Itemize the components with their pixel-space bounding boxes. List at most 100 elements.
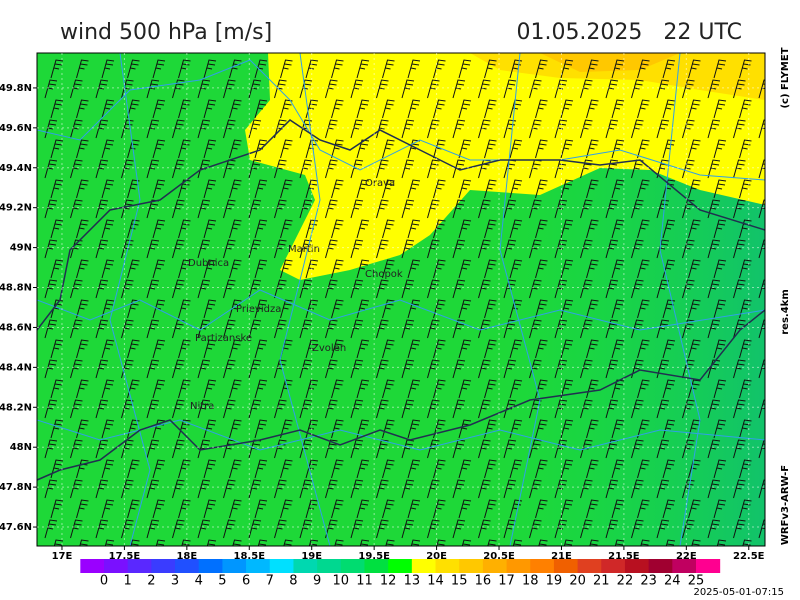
colorbar-swatch (506, 559, 531, 573)
wind-barb (560, 299, 574, 319)
wind-barb (611, 459, 625, 479)
wind-barb (172, 239, 185, 259)
wind-barb (229, 379, 242, 399)
wind-barb (401, 519, 415, 539)
wind-barb (487, 539, 497, 546)
wind-barb (764, 476, 765, 478)
wind-barb (637, 99, 650, 119)
wind-barb (637, 499, 650, 519)
colorbar-swatch (340, 559, 365, 573)
wind-barb (70, 439, 83, 459)
wind-barb (707, 239, 721, 259)
colorbar-swatch (388, 559, 413, 573)
wind-barb (765, 540, 777, 558)
colorbar-label: 23 (640, 574, 657, 589)
colorbar-swatch (459, 559, 484, 573)
wind-barb (637, 459, 650, 479)
wind-barb (611, 59, 625, 79)
wind-barb (401, 279, 415, 299)
wind-barb (503, 319, 517, 339)
wind-barb (656, 119, 670, 139)
wind-barb (478, 439, 491, 459)
wind-barb (713, 219, 727, 239)
colorbar-label: 14 (427, 574, 444, 589)
wind-barb (427, 439, 440, 459)
colorbar-label: 2 (147, 574, 155, 589)
city-label: Partizanske (195, 333, 252, 344)
wind-barb (146, 119, 160, 139)
wind-barb (580, 199, 593, 219)
wind-barb (376, 239, 389, 259)
x-tick-label: 21E (551, 551, 572, 562)
wind-barb (178, 219, 191, 239)
wind-barb (152, 459, 166, 479)
wind-barb (248, 479, 262, 499)
wind-barb (605, 399, 619, 419)
wind-barb (484, 59, 497, 79)
wind-barb (484, 299, 497, 319)
x-tick-label: 18.5E (234, 551, 266, 562)
wind-barb (739, 299, 752, 319)
wind-barb (503, 239, 517, 259)
wind-barb (223, 359, 236, 379)
wind-barb (707, 439, 721, 459)
wind-barb (44, 479, 58, 499)
wind-barb (50, 379, 64, 399)
wind-barb (203, 379, 217, 399)
wind-barb (707, 319, 721, 339)
wind-barb (739, 459, 752, 479)
wind-barb (407, 379, 421, 399)
x-tick-label: 17.5E (109, 551, 141, 562)
wind-barb (152, 139, 166, 159)
colorbar-label: 22 (617, 574, 634, 589)
wind-barb (223, 279, 236, 299)
wind-barb (331, 219, 344, 239)
colorbar-swatch (624, 559, 650, 573)
wind-barb (637, 139, 650, 159)
timestamp: 2025-05-01-07:15 (693, 587, 784, 598)
wind-barb (637, 259, 650, 279)
wind-barb (331, 339, 344, 359)
wind-barb (560, 179, 574, 199)
wind-barb (637, 179, 650, 199)
wind-barb (197, 279, 211, 299)
wind-barb (76, 379, 89, 399)
wind-barb (433, 179, 446, 199)
colorbar-label: 0 (100, 574, 108, 589)
wind-barb (605, 359, 619, 379)
wind-barb (605, 479, 619, 499)
wind-barb (76, 339, 89, 359)
wind-barb (427, 319, 440, 339)
wind-barb (401, 199, 415, 219)
wind-barb (739, 59, 752, 79)
wind-barb (146, 439, 160, 459)
country-border (37, 119, 765, 481)
colorbar-swatch (364, 559, 389, 573)
wind-barb (611, 419, 625, 439)
wind-barb (308, 539, 319, 546)
wind-barb (197, 79, 211, 99)
wind-barb (382, 59, 395, 79)
wind-barb (152, 219, 166, 239)
wind-barb (688, 219, 701, 239)
y-tick-label: 48.8N (0, 283, 32, 294)
colorbar-swatch (577, 559, 602, 573)
wind-barb (229, 99, 242, 119)
colorbar-label: 15 (451, 574, 468, 589)
wind-barb (101, 259, 115, 279)
wind-barb (461, 539, 472, 546)
wind-barb (101, 339, 115, 359)
wind-barb (254, 459, 268, 479)
wind-barb (739, 339, 752, 359)
wind-barb (713, 179, 727, 199)
wind-barb (452, 479, 466, 499)
wind-barb (254, 219, 268, 239)
wind-barb (229, 459, 242, 479)
wind-barb (101, 499, 115, 519)
y-tick-label: 48.4N (0, 362, 32, 373)
wind-barb (739, 179, 752, 199)
wind-barb (478, 359, 491, 379)
wind-barb (631, 79, 644, 99)
wind-barb (121, 279, 134, 299)
field-yellow (245, 53, 765, 280)
